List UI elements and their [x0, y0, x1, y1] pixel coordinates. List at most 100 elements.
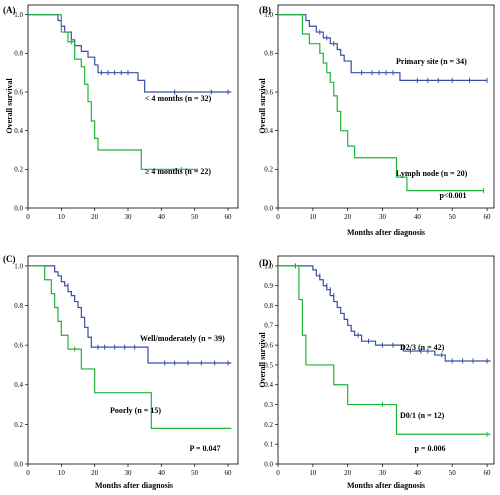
panel-c-x-axis-label: Months after diagnosis [95, 481, 173, 490]
panel-d-curves [278, 263, 491, 437]
panel-b-legend-blue: Primary site (n = 34) [396, 57, 467, 66]
panel-d-y-tick-label: 0.9 [264, 282, 273, 290]
panel-b-p-value: p<0.001 [439, 191, 466, 200]
panel-d-x-tick-label: 50 [449, 469, 457, 477]
panel-b-x-tick-label: 40 [414, 213, 422, 221]
panel-a-y-tick-label: 1.0 [14, 11, 23, 19]
panel-c-x-tick-label: 0 [26, 469, 30, 477]
panel-d: (D) 0.0 0.1 0.2 0.3 0.4 0.5 0.6 0.7 0.8 0.9 1.0 0 1… [258, 255, 495, 490]
panel-c-x-tick-label: 30 [125, 469, 133, 477]
panel-d-y-tick-label: 0.3 [264, 401, 273, 409]
panel-d-y-tick-label: 1.0 [264, 262, 273, 270]
panel-d-x-tick-label: 10 [309, 469, 317, 477]
panel-a-plot-frame [27, 4, 239, 209]
panel-d-x-tick-label: 0 [276, 469, 280, 477]
panel-a-x-tick-label: 0 [26, 213, 30, 221]
panel-a-y-tick-label: 0.6 [14, 88, 23, 96]
panel-d-x-tick-label: 40 [414, 469, 422, 477]
panel-c-x-ticks: 0 10 20 30 40 50 60 [26, 464, 232, 477]
panel-d-p-value: p = 0.006 [414, 444, 445, 453]
panel-a-x-tick-label: 10 [58, 213, 66, 221]
panel-a-x-tick-label: 30 [125, 213, 133, 221]
panel-d-y-tick-label: 0.5 [264, 361, 273, 369]
panel-b-x-ticks: 0 10 20 30 40 50 60 [276, 208, 491, 221]
panel-d-y-axis-label: Overall survival [258, 332, 267, 388]
panel-a-x-tick-label: 20 [91, 213, 99, 221]
panel-a-y-ticks: 0.0 0.2 0.4 0.6 0.8 1.0 [14, 11, 28, 212]
panel-d-x-tick-label: 60 [484, 469, 492, 477]
panel-b-x-tick-label: 50 [449, 213, 457, 221]
panel-d-y-tick-label: 0.4 [264, 381, 273, 389]
panel-a-x-tick-label: 60 [225, 213, 233, 221]
panel-b: (B) 0.0 0.2 0.4 0.6 0.8 1.0 0 10 20 30 40 50 60 Ove… [258, 4, 495, 237]
panel-c-legend-green: Poorly (n = 15) [110, 406, 161, 415]
panel-b-label: (B) [259, 5, 271, 15]
panel-b-x-tick-label: 20 [344, 213, 352, 221]
panel-c-y-tick-label: 0.6 [14, 342, 23, 350]
panel-c-label: (C) [3, 254, 16, 264]
panel-c-curves [28, 265, 232, 429]
panel-c: (C) 0.0 0.2 0.4 0.6 0.8 1.0 0 10 20 30 40 50 60 Mon… [3, 254, 239, 490]
panel-a-curves [28, 14, 232, 172]
panel-c-x-tick-label: 40 [158, 469, 166, 477]
panel-d-blue-survival-curve [278, 265, 491, 362]
panel-a: (A) 0.0 0.2 0.4 0.6 0.8 1.0 0 10 20 30 40 50 60 Ove… [3, 4, 239, 221]
panel-a-y-tick-label: 0.8 [14, 50, 23, 58]
panel-d-y-tick-label: 0.7 [264, 322, 273, 330]
panel-a-x-tick-label: 50 [191, 213, 199, 221]
panel-a-y-tick-label: 0.0 [14, 204, 23, 212]
panel-b-y-tick-label: 0.4 [264, 127, 273, 135]
panel-b-x-tick-label: 0 [276, 213, 280, 221]
panel-b-y-ticks: 0.0 0.2 0.4 0.6 0.8 1.0 [264, 11, 278, 212]
panel-b-x-axis-label: Months after diagnosis [347, 228, 425, 237]
panel-d-legend-blue: D2/3 (n = 42) [400, 343, 445, 352]
panel-c-x-tick-label: 20 [91, 469, 99, 477]
panel-b-y-axis-label: Overall survival [258, 78, 267, 134]
panel-a-y-tick-label: 0.4 [14, 127, 23, 135]
panel-c-y-ticks: 0.0 0.2 0.4 0.6 0.8 1.0 [14, 262, 28, 468]
panel-b-y-tick-label: 0.8 [264, 50, 273, 58]
panel-c-x-tick-label: 50 [191, 469, 199, 477]
panel-c-x-tick-label: 60 [225, 469, 233, 477]
panel-b-y-tick-label: 0.2 [264, 166, 273, 174]
panel-d-y-tick-label: 0.6 [264, 342, 273, 350]
panel-a-green-survival-curve [28, 14, 198, 170]
panel-a-legend-green: ≥ 4 months (n = 22) [145, 167, 211, 176]
panel-a-y-tick-label: 0.2 [14, 166, 23, 174]
panel-c-blue-survival-curve [28, 265, 232, 364]
panel-d-label: (D) [259, 258, 272, 268]
panel-a-blue-survival-curve [28, 14, 232, 93]
panel-c-green-survival-curve [28, 265, 232, 429]
panel-b-x-tick-label: 60 [484, 213, 492, 221]
panel-c-legend-blue: Well/moderately (n = 39) [140, 334, 225, 343]
panel-b-green-survival-curve [278, 14, 484, 192]
panel-c-y-tick-label: 0.4 [14, 381, 23, 389]
panel-c-plot-frame [27, 255, 239, 465]
panel-d-y-tick-label: 0.1 [264, 441, 273, 449]
panel-a-x-tick-label: 40 [158, 213, 166, 221]
panel-d-y-tick-label: 0.2 [264, 421, 273, 429]
panel-a-y-axis-label: Overall survival [5, 78, 14, 134]
panel-b-blue-survival-curve [278, 14, 488, 81]
panel-b-curves [278, 14, 488, 194]
panel-d-plot-frame [277, 255, 495, 465]
panel-c-p-value: P = 0.047 [189, 444, 220, 453]
panel-d-green-survival-curve [278, 265, 491, 435]
panel-d-legend-green: D0/1 (n = 12) [400, 411, 445, 420]
panel-b-legend-green: Lymph node (n = 20) [396, 169, 468, 178]
panel-d-x-tick-label: 20 [344, 469, 352, 477]
panel-d-y-tick-label: 0.8 [264, 302, 273, 310]
panel-c-y-tick-label: 0.8 [14, 302, 23, 310]
panel-b-y-tick-label: 0.0 [264, 204, 273, 212]
panel-d-x-tick-label: 30 [379, 469, 387, 477]
panel-b-x-tick-label: 30 [379, 213, 387, 221]
panel-a-x-ticks: 0 10 20 30 40 50 60 [26, 208, 232, 221]
panel-a-label: (A) [3, 5, 16, 15]
panel-c-x-tick-label: 10 [58, 469, 66, 477]
panel-c-y-tick-label: 0.0 [14, 460, 23, 468]
panel-d-y-ticks: 0.0 0.1 0.2 0.3 0.4 0.5 0.6 0.7 0.8 0.9 1.0 [264, 262, 278, 468]
panel-c-y-tick-label: 0.2 [14, 421, 23, 429]
panel-b-y-tick-label: 1.0 [264, 11, 273, 19]
panel-d-y-tick-label: 0.0 [264, 460, 273, 468]
